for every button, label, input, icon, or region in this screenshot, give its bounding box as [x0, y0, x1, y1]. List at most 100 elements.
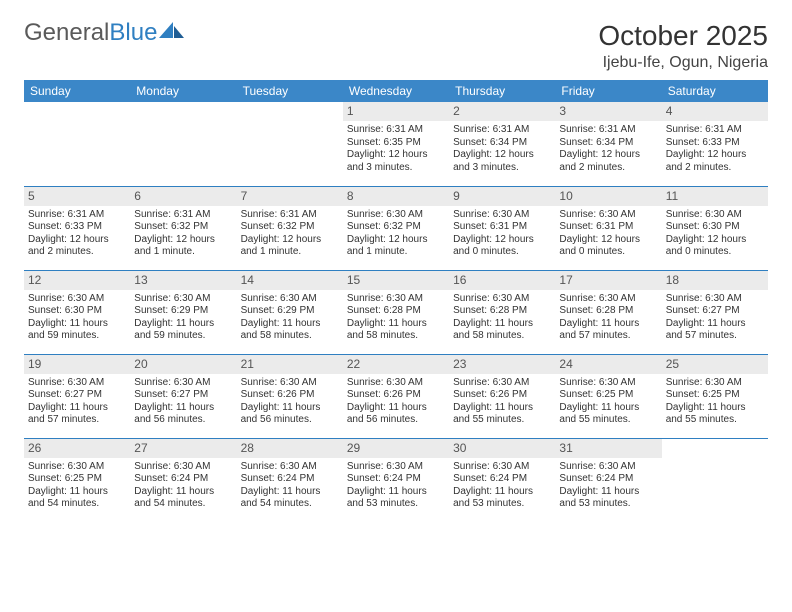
calendar-day-cell: 12Sunrise: 6:30 AMSunset: 6:30 PMDayligh…	[24, 270, 130, 354]
day-number: 19	[24, 355, 130, 374]
daylight-text-line2: and 0 minutes.	[666, 246, 764, 259]
day-number: 9	[449, 187, 555, 206]
daylight-text-line2: and 3 minutes.	[347, 162, 445, 175]
calendar-day-cell: 5Sunrise: 6:31 AMSunset: 6:33 PMDaylight…	[24, 186, 130, 270]
calendar-day-cell: 2Sunrise: 6:31 AMSunset: 6:34 PMDaylight…	[449, 102, 555, 186]
daylight-text-line1: Daylight: 11 hours	[347, 402, 445, 415]
day-number: 21	[237, 355, 343, 374]
daylight-text-line2: and 55 minutes.	[666, 414, 764, 427]
daylight-text-line1: Daylight: 11 hours	[241, 486, 339, 499]
sunset-text: Sunset: 6:33 PM	[28, 221, 126, 234]
calendar-day-cell: .	[237, 102, 343, 186]
sunset-text: Sunset: 6:24 PM	[241, 473, 339, 486]
daylight-text-line2: and 53 minutes.	[347, 498, 445, 511]
daylight-text-line2: and 54 minutes.	[241, 498, 339, 511]
calendar-day-cell: 27Sunrise: 6:30 AMSunset: 6:24 PMDayligh…	[130, 438, 236, 522]
sunrise-text: Sunrise: 6:30 AM	[559, 461, 657, 474]
day-number: 4	[662, 102, 768, 121]
calendar-day-cell: 3Sunrise: 6:31 AMSunset: 6:34 PMDaylight…	[555, 102, 661, 186]
sunset-text: Sunset: 6:32 PM	[241, 221, 339, 234]
sunrise-text: Sunrise: 6:30 AM	[241, 461, 339, 474]
day-number: 7	[237, 187, 343, 206]
day-number: 10	[555, 187, 661, 206]
day-number: 29	[343, 439, 449, 458]
location-label: Ijebu-Ife, Ogun, Nigeria	[598, 54, 768, 72]
calendar-day-cell: 28Sunrise: 6:30 AMSunset: 6:24 PMDayligh…	[237, 438, 343, 522]
daylight-text-line1: Daylight: 12 hours	[347, 149, 445, 162]
calendar-day-cell: 6Sunrise: 6:31 AMSunset: 6:32 PMDaylight…	[130, 186, 236, 270]
sunset-text: Sunset: 6:32 PM	[347, 221, 445, 234]
sunset-text: Sunset: 6:25 PM	[28, 473, 126, 486]
weekday-header: Monday	[130, 80, 236, 102]
sunrise-text: Sunrise: 6:30 AM	[453, 461, 551, 474]
calendar-day-cell: 7Sunrise: 6:31 AMSunset: 6:32 PMDaylight…	[237, 186, 343, 270]
daylight-text-line1: Daylight: 11 hours	[241, 318, 339, 331]
month-title: October 2025	[598, 20, 768, 52]
calendar-day-cell: 19Sunrise: 6:30 AMSunset: 6:27 PMDayligh…	[24, 354, 130, 438]
calendar-day-cell: 8Sunrise: 6:30 AMSunset: 6:32 PMDaylight…	[343, 186, 449, 270]
sunrise-text: Sunrise: 6:30 AM	[134, 377, 232, 390]
sunset-text: Sunset: 6:28 PM	[347, 305, 445, 318]
daylight-text-line1: Daylight: 11 hours	[559, 486, 657, 499]
sunrise-text: Sunrise: 6:30 AM	[241, 293, 339, 306]
calendar-day-cell: 18Sunrise: 6:30 AMSunset: 6:27 PMDayligh…	[662, 270, 768, 354]
day-number: 15	[343, 271, 449, 290]
day-number: 20	[130, 355, 236, 374]
calendar-day-cell: 20Sunrise: 6:30 AMSunset: 6:27 PMDayligh…	[130, 354, 236, 438]
weekday-header: Saturday	[662, 80, 768, 102]
day-number: 22	[343, 355, 449, 374]
daylight-text-line1: Daylight: 12 hours	[559, 149, 657, 162]
daylight-text-line2: and 1 minute.	[134, 246, 232, 259]
calendar-day-cell: .	[24, 102, 130, 186]
daylight-text-line2: and 59 minutes.	[28, 330, 126, 343]
day-number: 24	[555, 355, 661, 374]
sunset-text: Sunset: 6:29 PM	[134, 305, 232, 318]
calendar-day-cell: 30Sunrise: 6:30 AMSunset: 6:24 PMDayligh…	[449, 438, 555, 522]
title-block: October 2025 Ijebu-Ife, Ogun, Nigeria	[598, 20, 768, 72]
daylight-text-line1: Daylight: 11 hours	[347, 318, 445, 331]
daylight-text-line2: and 58 minutes.	[347, 330, 445, 343]
calendar-day-cell: 24Sunrise: 6:30 AMSunset: 6:25 PMDayligh…	[555, 354, 661, 438]
sunset-text: Sunset: 6:24 PM	[347, 473, 445, 486]
daylight-text-line1: Daylight: 11 hours	[559, 402, 657, 415]
page-header: GeneralBlue October 2025 Ijebu-Ife, Ogun…	[24, 20, 768, 72]
calendar-day-cell: 31Sunrise: 6:30 AMSunset: 6:24 PMDayligh…	[555, 438, 661, 522]
sunrise-text: Sunrise: 6:30 AM	[666, 377, 764, 390]
day-number: 2	[449, 102, 555, 121]
calendar-day-cell: 13Sunrise: 6:30 AMSunset: 6:29 PMDayligh…	[130, 270, 236, 354]
daylight-text-line2: and 55 minutes.	[453, 414, 551, 427]
sunset-text: Sunset: 6:34 PM	[453, 137, 551, 150]
daylight-text-line1: Daylight: 11 hours	[134, 402, 232, 415]
day-number: 12	[24, 271, 130, 290]
calendar-day-cell: 17Sunrise: 6:30 AMSunset: 6:28 PMDayligh…	[555, 270, 661, 354]
sunrise-text: Sunrise: 6:30 AM	[347, 377, 445, 390]
daylight-text-line2: and 0 minutes.	[453, 246, 551, 259]
sunrise-text: Sunrise: 6:31 AM	[453, 124, 551, 137]
daylight-text-line2: and 55 minutes.	[559, 414, 657, 427]
sunrise-text: Sunrise: 6:30 AM	[134, 293, 232, 306]
calendar-day-cell: .	[662, 438, 768, 522]
sunrise-text: Sunrise: 6:30 AM	[28, 293, 126, 306]
day-number: 5	[24, 187, 130, 206]
daylight-text-line2: and 1 minute.	[347, 246, 445, 259]
sunset-text: Sunset: 6:24 PM	[134, 473, 232, 486]
daylight-text-line2: and 56 minutes.	[241, 414, 339, 427]
daylight-text-line2: and 1 minute.	[241, 246, 339, 259]
sunrise-text: Sunrise: 6:30 AM	[666, 209, 764, 222]
sunrise-text: Sunrise: 6:30 AM	[28, 377, 126, 390]
day-number: 1	[343, 102, 449, 121]
sunrise-text: Sunrise: 6:30 AM	[28, 461, 126, 474]
day-number: 8	[343, 187, 449, 206]
sunset-text: Sunset: 6:35 PM	[347, 137, 445, 150]
daylight-text-line1: Daylight: 12 hours	[347, 234, 445, 247]
sunset-text: Sunset: 6:25 PM	[559, 389, 657, 402]
sunset-text: Sunset: 6:29 PM	[241, 305, 339, 318]
daylight-text-line2: and 3 minutes.	[453, 162, 551, 175]
weekday-header: Friday	[555, 80, 661, 102]
daylight-text-line2: and 56 minutes.	[134, 414, 232, 427]
calendar-table: Sunday Monday Tuesday Wednesday Thursday…	[24, 80, 768, 522]
sunrise-text: Sunrise: 6:30 AM	[559, 209, 657, 222]
weekday-header: Wednesday	[343, 80, 449, 102]
daylight-text-line1: Daylight: 12 hours	[241, 234, 339, 247]
sunrise-text: Sunrise: 6:30 AM	[559, 293, 657, 306]
